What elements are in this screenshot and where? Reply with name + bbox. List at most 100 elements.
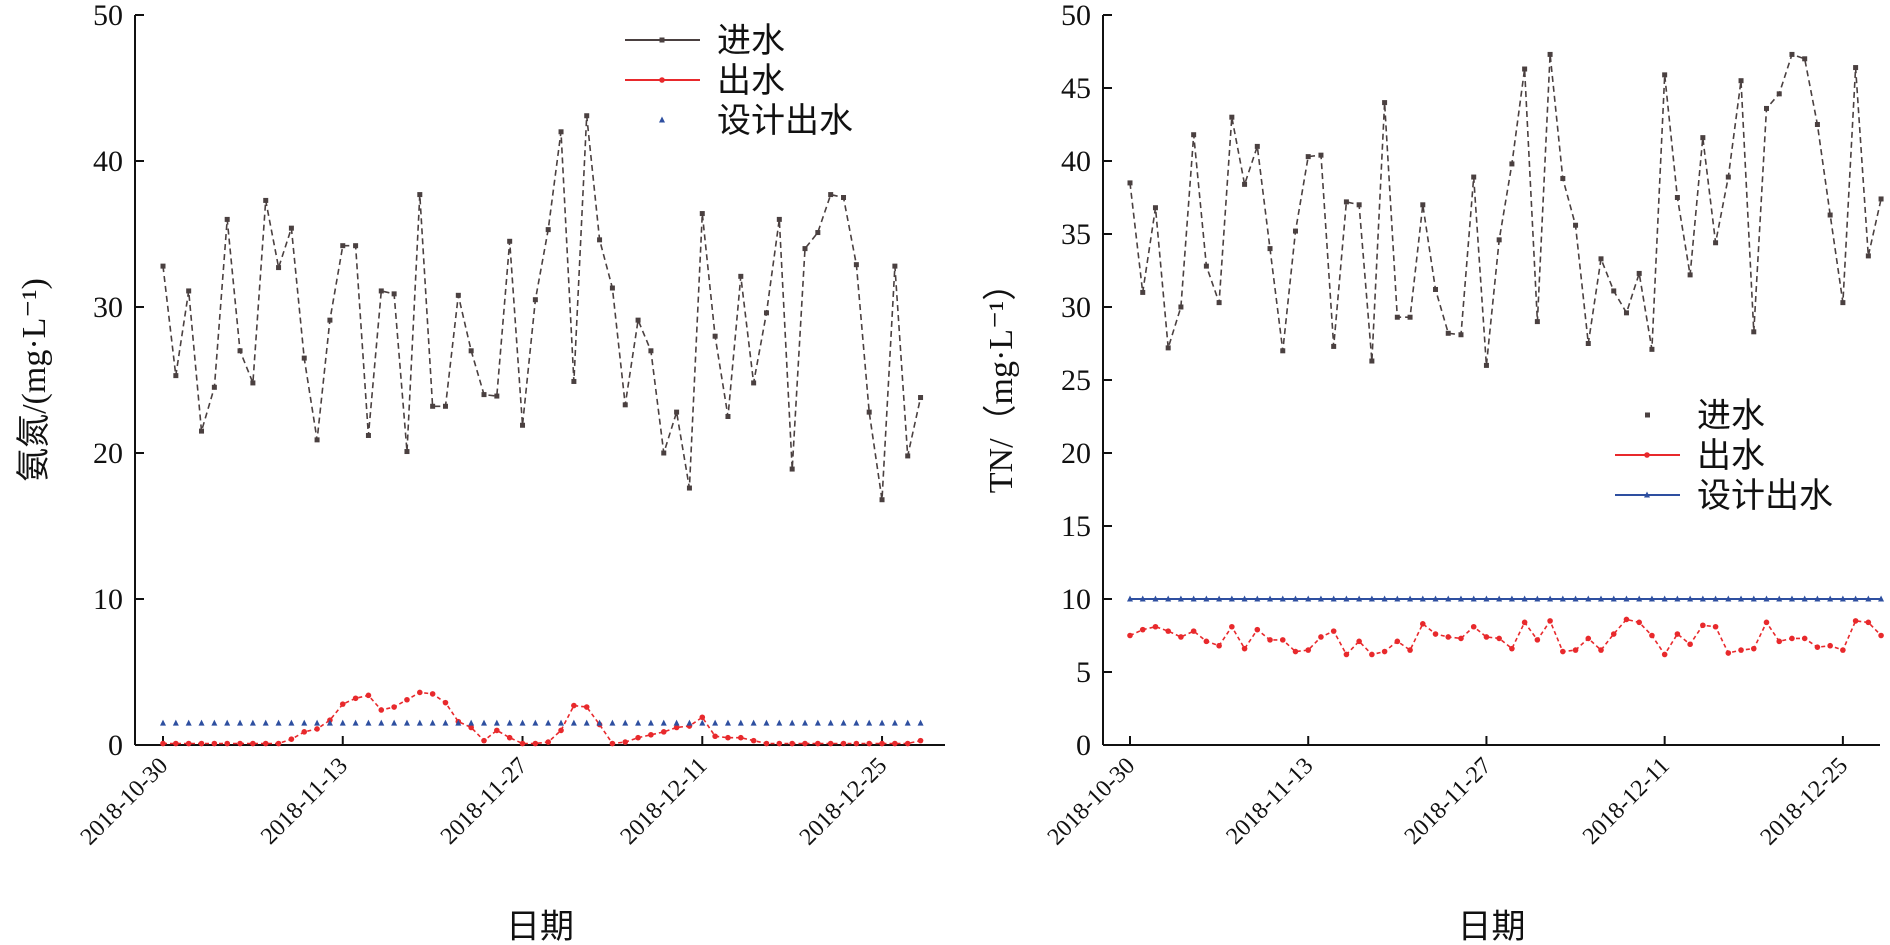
x-tick-label: 2018-11-27 — [1400, 753, 1497, 850]
data-point — [237, 740, 243, 747]
data-point — [1636, 619, 1642, 626]
data-point — [866, 740, 872, 747]
data-point — [802, 740, 808, 747]
data-point — [455, 719, 462, 726]
data-point — [1445, 595, 1452, 602]
data-point — [545, 719, 552, 726]
data-point — [738, 273, 744, 279]
data-point — [1776, 91, 1782, 97]
data-point — [1610, 595, 1617, 602]
data-point — [1191, 132, 1197, 138]
data-point — [1292, 595, 1299, 602]
data-point — [314, 437, 320, 443]
data-point — [506, 719, 513, 726]
data-point — [571, 378, 577, 384]
data-point — [1547, 51, 1553, 57]
data-point — [1648, 595, 1655, 602]
data-point — [583, 719, 590, 726]
ammonia-chart-panel: 0 10 20 30 40 50 2018-10-30 2018-11-13 2018-11-2… — [15, 0, 945, 945]
data-point — [365, 719, 372, 726]
data-point — [1419, 621, 1426, 627]
legend-swatch-marker — [659, 37, 665, 43]
data-point — [250, 740, 256, 747]
data-point — [1330, 595, 1337, 602]
data-point — [481, 719, 487, 726]
data-point — [1267, 637, 1273, 643]
data-point — [1165, 345, 1171, 351]
y-tick-label: 30 — [1061, 291, 1091, 324]
data-point — [416, 719, 423, 726]
data-point — [1687, 641, 1693, 648]
data-point — [494, 393, 500, 399]
data-point — [275, 740, 282, 747]
data-point — [1559, 595, 1566, 602]
data-point — [827, 740, 834, 747]
data-point — [1827, 642, 1833, 649]
data-point — [314, 719, 321, 726]
data-point — [263, 197, 269, 203]
data-point — [635, 719, 642, 726]
data-point — [1394, 638, 1401, 645]
data-point — [866, 719, 873, 726]
data-point — [1343, 199, 1349, 205]
data-point — [1432, 631, 1439, 637]
data-point — [840, 740, 847, 747]
data-point — [1229, 623, 1235, 630]
data-point — [622, 402, 628, 408]
data-point — [481, 737, 487, 744]
data-point — [1279, 637, 1286, 643]
data-point — [519, 719, 526, 726]
data-point — [763, 310, 769, 316]
data-point — [1292, 648, 1299, 655]
y-tick-label: 0 — [1076, 729, 1091, 762]
legend-label: 出水 — [1697, 436, 1765, 476]
data-point — [1674, 595, 1681, 602]
data-point — [1445, 330, 1451, 336]
data-point — [892, 263, 898, 269]
data-point — [1496, 237, 1502, 243]
series-line — [163, 691, 921, 745]
data-point — [660, 719, 667, 726]
data-point — [1572, 647, 1579, 653]
data-point — [1203, 638, 1210, 645]
data-point — [1407, 595, 1414, 602]
data-point — [301, 729, 308, 735]
data-point — [917, 719, 924, 726]
data-point — [1750, 645, 1757, 652]
data-point — [1636, 595, 1643, 602]
data-point — [1750, 595, 1757, 602]
data-point — [1407, 314, 1413, 320]
data-point — [1713, 240, 1719, 246]
data-point — [1712, 595, 1719, 602]
data-point — [648, 348, 654, 354]
data-point — [815, 740, 821, 747]
data-point — [468, 724, 474, 731]
data-point — [314, 726, 320, 732]
data-point — [237, 719, 244, 726]
data-point — [352, 719, 359, 726]
data-point — [1827, 212, 1833, 218]
data-point — [1458, 635, 1464, 642]
data-point — [814, 719, 821, 726]
data-point — [1699, 595, 1706, 602]
data-point — [185, 719, 192, 726]
data-point — [1585, 635, 1592, 642]
data-point — [1814, 122, 1820, 127]
data-point — [660, 729, 667, 735]
data-point — [442, 699, 449, 706]
data-point — [1840, 647, 1846, 653]
data-point — [1839, 595, 1846, 602]
y-tick-label: 40 — [1061, 145, 1091, 178]
data-point — [1330, 628, 1337, 634]
data-point — [1547, 595, 1554, 602]
data-point — [185, 740, 192, 747]
data-point — [1394, 314, 1400, 320]
y-tick-label: 10 — [93, 583, 123, 616]
data-point — [1343, 595, 1350, 602]
data-point — [506, 734, 513, 741]
data-point — [532, 719, 539, 726]
data-point — [250, 380, 256, 386]
data-point — [417, 192, 423, 198]
data-point — [1318, 152, 1324, 158]
data-point — [1534, 595, 1541, 602]
